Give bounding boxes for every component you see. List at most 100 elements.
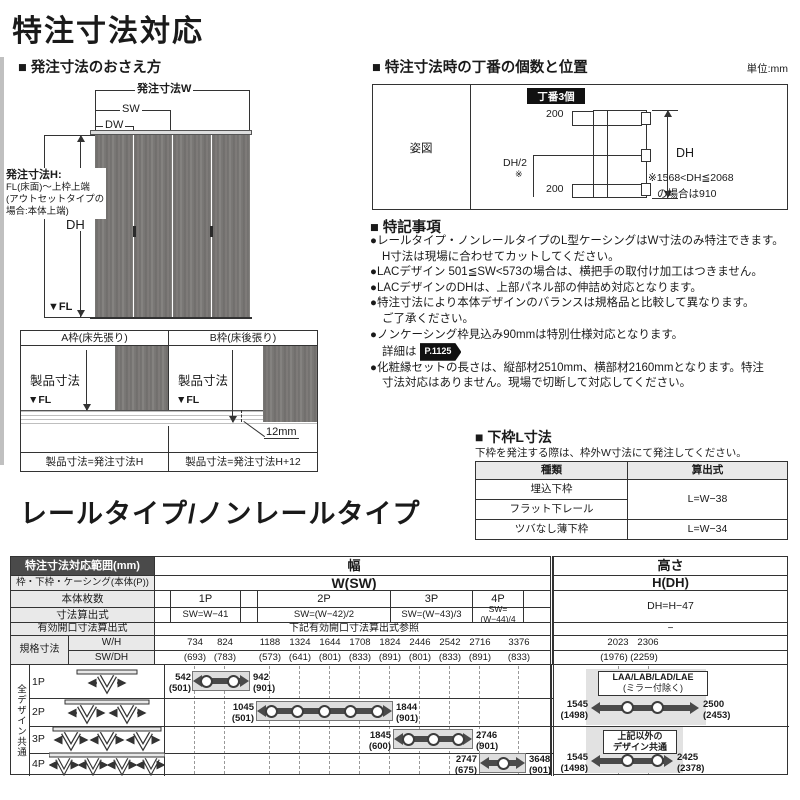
range-max: 1844 (901) — [396, 702, 419, 724]
frame-a-fl: ▼FL — [28, 394, 52, 406]
spec-formula-h: DH=H−47 — [553, 590, 788, 623]
hinge-table-divider — [470, 84, 471, 210]
spec-3p: 3P — [390, 590, 473, 608]
hinge-table — [372, 84, 788, 210]
range-bar — [600, 705, 690, 711]
std-w-value: 1188 — [259, 637, 281, 648]
dim-tick — [572, 111, 593, 112]
range-min: 1845 (600) — [360, 730, 391, 752]
door-panel — [134, 135, 172, 317]
panel-marker — [265, 705, 278, 718]
lower-frame-heading: ■ 下枠L寸法 — [475, 429, 552, 445]
design-tag-line: (ミラー付除く) — [623, 683, 683, 693]
dim-tick — [249, 90, 250, 135]
spec-gap-cell — [154, 607, 171, 623]
note-line: ●ノンケーシング枠見込み90mmは特別仕様対応となります。 — [370, 328, 684, 341]
range-band-2p — [256, 701, 393, 721]
chart-side-label: 全デザイン共通 — [15, 683, 26, 758]
range-min-sub: (1498) — [560, 709, 588, 721]
arrow-right-icon — [690, 702, 699, 714]
range-bar — [202, 678, 240, 684]
spec-opening-value: 下記有効開口寸法算出式参照 — [154, 622, 554, 636]
range-min-sub: (600) — [368, 740, 391, 752]
design-tag-line: LAA/LAB/LAD/LAE — [612, 672, 694, 682]
range-min-value: 1045 — [232, 702, 254, 713]
arrow-left-icon — [193, 675, 202, 687]
range-max-sub: (901) — [529, 764, 552, 776]
panel-marker — [402, 733, 415, 746]
table-row-formula: L=W−34 — [627, 519, 788, 540]
order-h-title: 発注寸法H: — [6, 169, 62, 181]
spec-4p: 4P — [472, 590, 524, 608]
std-dh-value: (1976) — [600, 652, 628, 663]
chart-row-label: 3P — [32, 733, 45, 745]
std-w-value: 1708 — [349, 637, 371, 648]
spec-gap-cell — [240, 607, 258, 623]
range-max: 2425 (2378) — [677, 752, 705, 774]
range-min: 542 (501) — [161, 672, 191, 694]
dim-label-dw: DW — [103, 119, 126, 131]
chart-row-label: 1P — [32, 676, 45, 688]
panel-marker — [651, 701, 664, 714]
dim-tick — [572, 184, 642, 185]
dim-tick — [652, 198, 678, 199]
spec-range-label: 特注寸法対応範囲(mm) — [10, 556, 155, 576]
hinge-note-line1: ※1568<DH≦2068 — [648, 172, 734, 184]
std-h-value: 2306 — [637, 637, 659, 648]
range-max-sub: (2378) — [677, 762, 705, 774]
range-band-3p — [393, 729, 473, 749]
fold-diagram-3p — [52, 726, 162, 752]
table-row-type: ツバなし薄下枠 — [475, 519, 628, 540]
range-band-h2 — [591, 751, 673, 771]
design-tag-line: デザイン共通 — [612, 742, 667, 752]
panel-marker — [621, 754, 634, 767]
dim-tick — [533, 155, 534, 197]
std-sw-value: (833) — [507, 652, 531, 663]
page-title: 特注寸法対応 — [12, 15, 204, 48]
arrow-right-icon — [463, 733, 472, 745]
unit-note: 単位:mm — [746, 63, 788, 75]
std-sw-value: (891) — [378, 652, 402, 663]
hinge-icon — [641, 112, 651, 125]
range-max-sub: (901) — [396, 712, 419, 724]
std-w-value: 1824 — [379, 637, 401, 648]
std-h-value: 2023 — [607, 637, 629, 648]
left-edge-bar — [0, 57, 4, 465]
panel-marker — [497, 757, 510, 770]
std-sw-value: (833) — [348, 652, 372, 663]
range-min: 1045 (501) — [223, 702, 254, 724]
table-row-formula: L=W−38 — [627, 479, 788, 520]
dim-label-w: 発注寸法W — [135, 83, 194, 95]
spec-width-header: 幅 — [154, 556, 554, 576]
spec-formula-4p: SW=(W−44)/4 — [472, 604, 524, 624]
range-max-value: 2746 — [476, 730, 498, 741]
dim-label-sw: SW — [120, 103, 142, 115]
range-min-value: 2747 — [455, 754, 477, 765]
arrow-left-icon — [591, 755, 600, 767]
spec-wh-label: W/H — [68, 635, 155, 651]
door-panel — [173, 135, 211, 317]
panel-marker — [651, 754, 664, 767]
arrow-right-icon — [664, 755, 673, 767]
note-line: ●化粧縁セットの長さは、縦部材2510mm、横部材2160mmとなります。特注 — [370, 361, 764, 374]
order-h-note: 発注寸法H: FL(床面)〜上枠上端 (アウトセットタイプの 場合:本体上端) — [4, 168, 107, 219]
range-band-h1 — [591, 698, 699, 718]
fold-diagram-2p — [64, 699, 150, 725]
range-max-value: 1844 — [396, 702, 418, 713]
order-h-line: (アウトセットタイプの — [6, 194, 105, 205]
type-heading: レールタイプ/ノンレールタイプ — [20, 499, 421, 529]
panel-marker — [427, 733, 440, 746]
hinge-door-edge — [607, 110, 608, 198]
spec-w-values-row: 734 824 1188 1324 1644 1708 1824 2446 25… — [154, 635, 554, 651]
grid-line — [419, 666, 420, 774]
grid-line — [449, 666, 450, 774]
frame-b-fl: ▼FL — [176, 394, 200, 406]
door-handle — [133, 226, 136, 237]
page-ref-badge[interactable]: P.1125 — [420, 343, 462, 361]
arrow-down-icon — [229, 416, 237, 423]
spec-formula-1p: SW=W−41 — [170, 607, 241, 623]
std-sw-value: (641) — [288, 652, 312, 663]
dim-tick — [44, 317, 95, 318]
chart-row-line — [29, 753, 554, 754]
